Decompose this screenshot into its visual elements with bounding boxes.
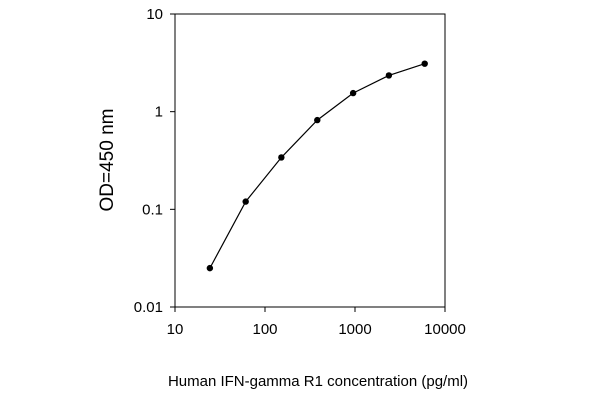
y-axis-ticks: 0.01 0.1 1 10: [134, 6, 175, 316]
data-point: [278, 154, 285, 161]
data-point: [314, 116, 321, 124]
plot-frame: [174, 13, 446, 308]
series-line: [209, 63, 425, 269]
data-point: [421, 60, 428, 67]
data-point: [206, 264, 214, 272]
data-point: [242, 198, 249, 205]
x-axis-title: Human IFN-gamma R1 concentration (pg/ml): [168, 373, 468, 390]
y-tick-label: 1: [155, 104, 163, 121]
x-tick-label: 100: [252, 321, 277, 338]
y-tick-label: 0.01: [134, 299, 163, 316]
series-layer: [206, 60, 428, 272]
y-tick-label: 10: [146, 6, 163, 23]
data-point: [385, 72, 393, 79]
y-tick-label: 0.1: [142, 201, 163, 218]
x-tick-label: 1000: [338, 321, 371, 338]
x-axis-ticks: 10 100 1000 10000: [167, 307, 466, 338]
y-axis-title: OD=450 nm: [97, 109, 118, 212]
x-tick-label: 10000: [424, 321, 466, 338]
x-tick-label: 10: [167, 321, 184, 338]
data-point: [349, 89, 357, 97]
